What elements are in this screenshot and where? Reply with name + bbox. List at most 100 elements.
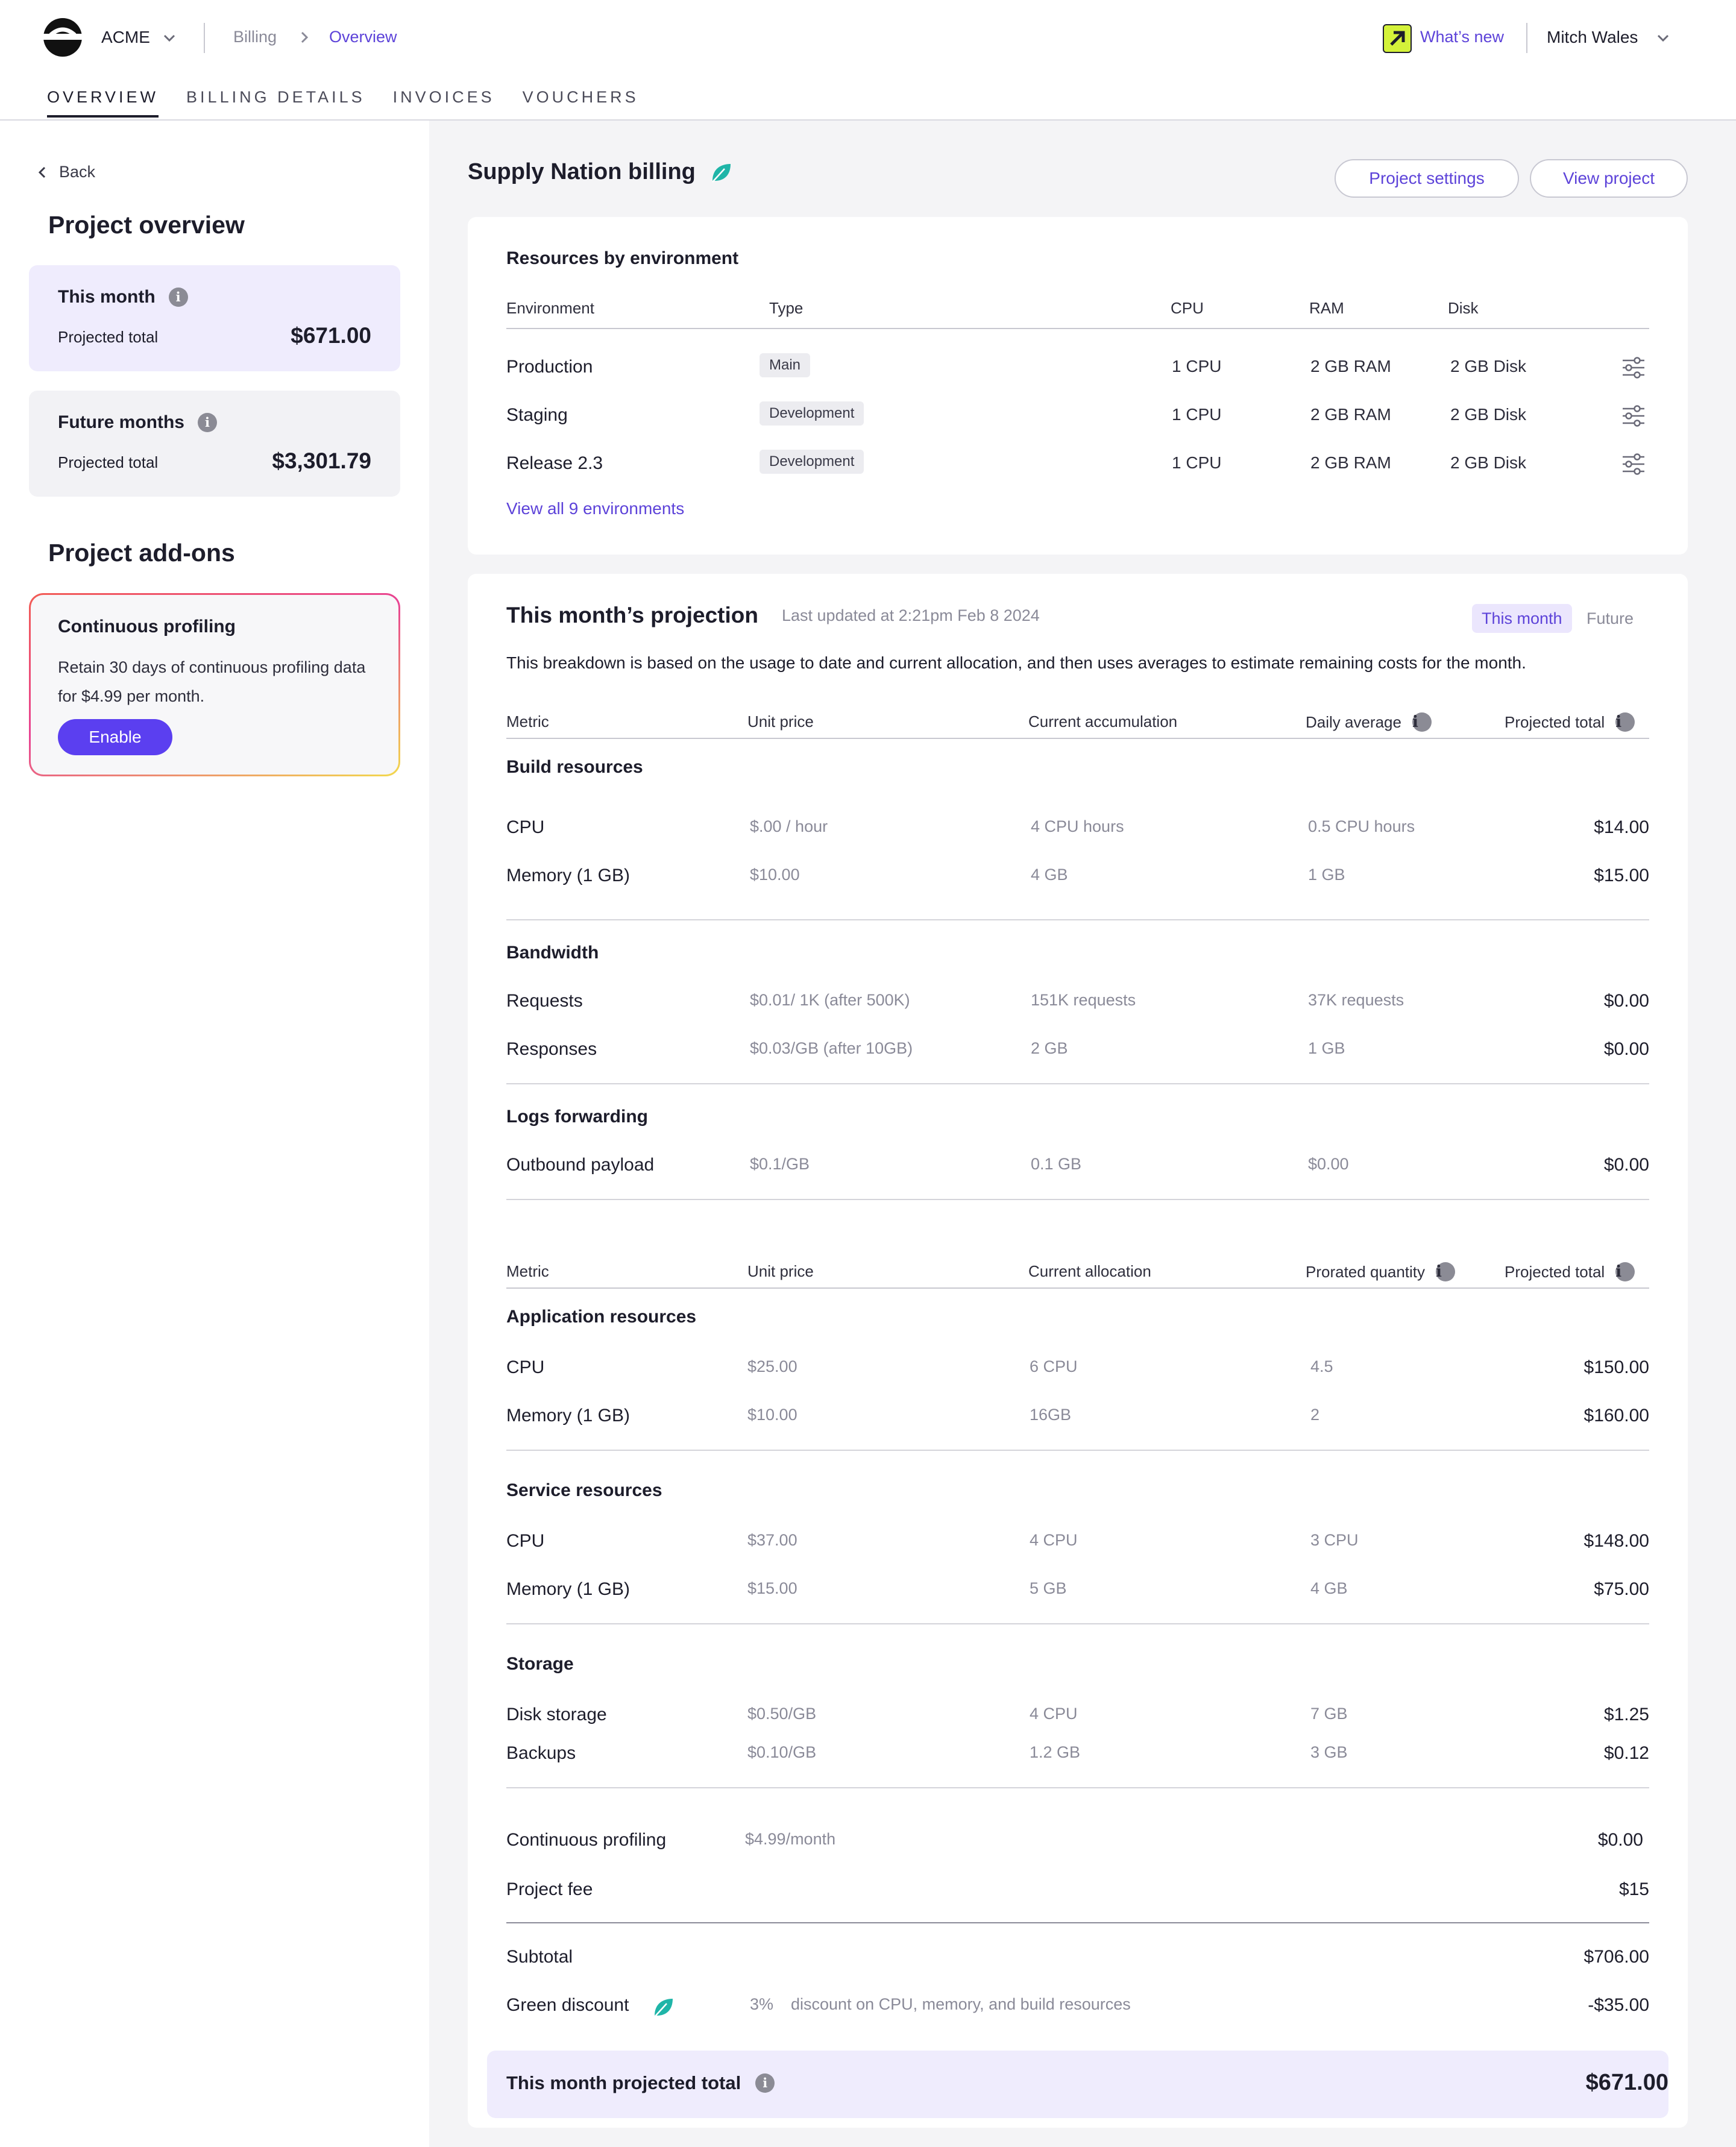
environment-type-badge: Development [760, 401, 864, 426]
info-icon[interactable]: i [1412, 712, 1432, 732]
table-row: Memory (1 GB) $10.00 4 GB 1 GB $15.00 [506, 860, 1649, 896]
whats-new-link[interactable]: What’s new [1420, 28, 1505, 46]
column-header: Unit price [747, 712, 814, 731]
discount-detail: discount on CPU, memory, and build resou… [791, 1995, 1131, 2013]
subtotal-value: $706.00 [1583, 1947, 1649, 1967]
tab-invoices[interactable]: INVOICES [392, 88, 495, 106]
sliders-icon[interactable] [1621, 404, 1646, 428]
info-icon[interactable]: i [198, 413, 217, 432]
info-icon[interactable]: i [1615, 1262, 1635, 1281]
discount-percent: 3% [750, 1995, 774, 2013]
usage-table-header: Metric Unit price Current accumulation D… [506, 709, 1649, 739]
column-header: Disk [1448, 299, 1479, 317]
breadcrumb-billing[interactable]: Billing [233, 28, 277, 46]
whats-new-icon[interactable] [1383, 24, 1412, 53]
environment-name[interactable]: Staging [506, 405, 568, 425]
metric-name: Responses [506, 1039, 597, 1059]
sliders-icon[interactable] [1621, 452, 1646, 476]
column-header: Environment [506, 299, 594, 317]
environment-type-badge: Main [760, 353, 811, 377]
chevron-down-icon[interactable] [1655, 30, 1671, 46]
toggle-this-month[interactable]: This month [1472, 604, 1572, 633]
user-name[interactable]: Mitch Wales [1547, 28, 1638, 46]
section-title: Storage [506, 1654, 574, 1674]
tab-overview[interactable]: OVERVIEW [47, 88, 159, 118]
cpu-value: 1 CPU [1172, 405, 1222, 424]
environment-name[interactable]: Production [506, 357, 593, 377]
divider [506, 1787, 1649, 1788]
section-title: Bandwidth [506, 943, 599, 963]
environment-name[interactable]: Release 2.3 [506, 453, 603, 473]
column-header-label: Projected total [1505, 712, 1605, 731]
column-header: Current accumulation [1028, 712, 1178, 731]
chevron-down-icon[interactable] [162, 30, 177, 46]
table-row[interactable]: Release 2.3 Development 1 CPU 2 GB RAM 2… [506, 447, 1649, 483]
projected-total-bar: This month projected total i $671.00 [487, 2051, 1668, 2118]
column-header-label: Projected total [1505, 1262, 1605, 1281]
project-fee-row: Project fee $15 [506, 1873, 1649, 1910]
back-link[interactable]: Back [36, 163, 95, 181]
panel-title: Resources by environment [506, 248, 739, 268]
table-row[interactable]: Staging Development 1 CPU 2 GB RAM 2 GB … [506, 399, 1649, 435]
column-header-label: Prorated quantity [1306, 1262, 1426, 1281]
table-row: Memory (1 GB) $15.00 5 GB 4 GB $75.00 [506, 1573, 1649, 1609]
resources-by-environment-panel: Resources by environment Environment Typ… [468, 217, 1688, 555]
tab-billing-details[interactable]: BILLING DETAILS [186, 88, 365, 106]
total-value: $671.00 [1585, 2070, 1668, 2095]
toggle-future[interactable]: Future [1587, 609, 1634, 627]
sliders-icon[interactable] [1621, 356, 1646, 380]
acme-logo-icon[interactable] [42, 17, 83, 58]
prorated-quantity: 4.5 [1310, 1357, 1333, 1375]
view-all-environments-link[interactable]: View all 9 environments [506, 499, 685, 518]
disk-value: 2 GB Disk [1450, 405, 1527, 424]
subtotal-row: Subtotal $706.00 [506, 1941, 1649, 1977]
projected-total: $0.00 [1603, 1155, 1649, 1175]
projected-total: $0.00 [1603, 991, 1649, 1011]
unit-price: $0.1/GB [750, 1155, 810, 1173]
metric-name: Memory (1 GB) [506, 866, 631, 885]
total-label: This month projected total [506, 2072, 741, 2093]
section-title: Application resources [506, 1307, 697, 1327]
main-content: Supply Nation billing Project settings V… [429, 121, 1736, 2147]
divider [506, 1450, 1649, 1451]
table-row: CPU $.00 / hour 4 CPU hours 0.5 CPU hour… [506, 811, 1649, 847]
section-title: Build resources [506, 757, 643, 777]
unit-price: $37.00 [747, 1531, 797, 1549]
prorated-quantity: 3 GB [1310, 1743, 1348, 1761]
metric-name: Outbound payload [506, 1155, 655, 1175]
this-month-value: $671.00 [291, 323, 371, 348]
project-settings-button[interactable]: Project settings [1335, 159, 1519, 198]
daily-average: $0.00 [1308, 1155, 1349, 1173]
info-icon[interactable]: i [755, 2073, 775, 2093]
tab-vouchers[interactable]: VOUCHERS [522, 88, 639, 106]
projected-total: $15.00 [1594, 866, 1649, 885]
column-header: Projected total i [1505, 1262, 1635, 1281]
back-label[interactable]: Back [59, 163, 96, 181]
info-icon[interactable]: i [1436, 1262, 1456, 1281]
enable-button[interactable]: Enable [58, 719, 172, 755]
info-icon[interactable]: i [168, 288, 188, 307]
leaf-icon [711, 163, 731, 183]
environment-type-badge: Development [760, 450, 864, 474]
table-row: Backups $0.10/GB 1.2 GB 3 GB $0.12 [506, 1737, 1649, 1773]
view-project-button[interactable]: View project [1530, 159, 1688, 198]
table-row: Memory (1 GB) $10.00 16GB 2 $160.00 [506, 1400, 1649, 1436]
unit-price: $0.50/GB [747, 1705, 817, 1723]
table-row: Outbound payload $0.1/GB 0.1 GB $0.00 $0… [506, 1149, 1649, 1185]
addon-title: Continuous profiling [58, 617, 236, 637]
sidebar: Back Project overview This month i Projec… [0, 121, 429, 2147]
breadcrumb-overview[interactable]: Overview [329, 28, 397, 46]
main-tabs: OVERVIEW BILLING DETAILS INVOICES VOUCHE… [47, 88, 639, 118]
metric-name: Backups [506, 1743, 576, 1763]
table-row: Responses $0.03/GB (after 10GB) 2 GB 1 G… [506, 1033, 1649, 1069]
table-row[interactable]: Production Main 1 CPU 2 GB RAM 2 GB Disk [506, 351, 1649, 387]
addon-card-continuous-profiling: Continuous profiling Retain 30 days of c… [29, 593, 400, 776]
info-icon[interactable]: i [1615, 712, 1635, 732]
org-name[interactable]: ACME [101, 28, 150, 46]
project-title-text: Supply Nation billing [468, 159, 696, 184]
chevron-left-icon [38, 166, 46, 178]
unit-price: $10.00 [747, 1406, 797, 1424]
daily-average: 37K requests [1308, 991, 1404, 1009]
current-allocation: 6 CPU [1030, 1357, 1078, 1375]
prorated-quantity: 3 CPU [1310, 1531, 1359, 1549]
